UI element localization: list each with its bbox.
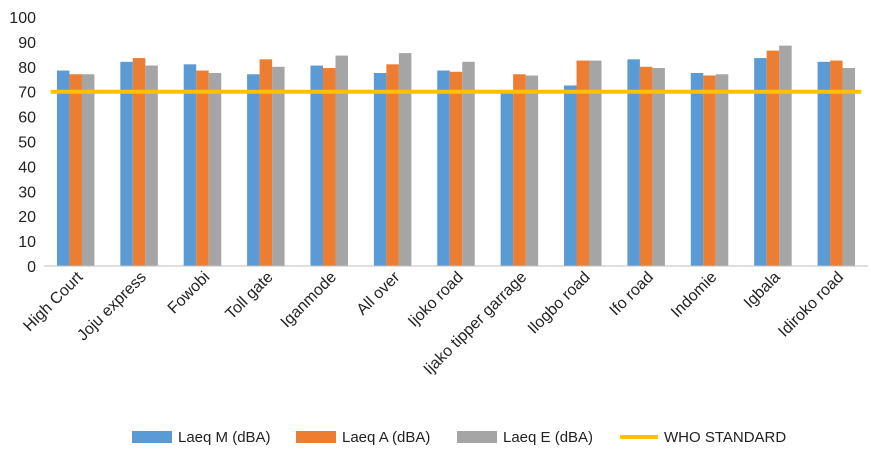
bar-1-10: [627, 59, 640, 266]
y-tick-label: 100: [9, 10, 36, 27]
bar-1-1: [56, 70, 70, 266]
bar-3-5: [335, 55, 348, 266]
x-tick-label: Ifo road: [607, 269, 657, 319]
bar-2-1: [69, 74, 82, 267]
x-tick-label: Idiroko road: [775, 269, 847, 341]
bar-1-13: [817, 61, 831, 266]
legend-item-who-standard: WHO STANDARD: [620, 429, 786, 446]
bar-3-10: [652, 68, 665, 266]
bar-1-11: [690, 73, 704, 267]
x-tick-label: Fowobi: [165, 269, 213, 317]
bar-3-4: [272, 66, 285, 266]
bar-1-3: [183, 64, 197, 266]
x-tick-label: Iganmode: [278, 269, 340, 331]
x-tick-label: High Court: [20, 268, 86, 334]
bar-2-3: [196, 70, 209, 266]
bar-1-9: [564, 85, 577, 266]
bar-1-6: [373, 73, 387, 267]
bar-3-8: [525, 75, 539, 266]
bar-3-12: [779, 45, 792, 267]
bar-2-13: [830, 60, 843, 267]
x-tick-label: Igbala: [741, 269, 784, 312]
x-tick-label: Indomie: [668, 269, 720, 321]
bar-2-8: [513, 74, 526, 267]
bar-1-2: [120, 61, 133, 266]
legend-label: Laeq E (dBA): [503, 429, 593, 446]
y-tick-label: 90: [18, 35, 36, 52]
bar-3-2: [145, 65, 158, 267]
bar-3-7: [462, 61, 475, 266]
legend-label: Laeq M (dBA): [178, 429, 271, 446]
bar-2-7: [449, 71, 463, 266]
bar-2-6: [386, 64, 399, 266]
bar-2-5: [322, 68, 336, 266]
y-axis: 0 10 20 30 40 50 60 70 80 90 100: [9, 10, 36, 276]
legend-item-laeq-a: Laeq A (dBA): [296, 429, 430, 446]
y-tick-label: 50: [18, 135, 36, 152]
legend-swatch: [296, 431, 336, 443]
y-tick-label: 60: [18, 110, 36, 127]
y-tick-label: 30: [18, 184, 36, 201]
bar-1-12: [754, 58, 767, 267]
bar-3-11: [715, 74, 729, 267]
bar-2-4: [259, 59, 273, 266]
x-tick-label: Ilogbo road: [525, 269, 594, 338]
y-tick-label: 10: [18, 234, 36, 251]
y-tick-label: 20: [18, 209, 36, 226]
bar-1-8: [500, 92, 514, 266]
bar-3-1: [81, 74, 95, 267]
x-tick-label: All over: [354, 268, 404, 318]
bar-1-5: [310, 65, 323, 267]
legend-swatch: [457, 431, 497, 443]
bar-2-2: [132, 58, 146, 267]
legend-item-laeq-e: Laeq E (dBA): [457, 429, 593, 446]
bar-3-13: [842, 68, 856, 266]
bar-1-4: [247, 74, 260, 267]
bar-2-10: [639, 66, 653, 266]
y-tick-label: 40: [18, 159, 36, 176]
bar-1-7: [437, 70, 450, 266]
x-tick-label: Ijoko road: [405, 269, 467, 331]
bar-2-9: [576, 60, 590, 267]
legend-swatch: [132, 431, 172, 443]
bar-2-11: [703, 75, 716, 266]
bar-3-6: [398, 53, 412, 267]
x-tick-label: Toll gate: [223, 269, 277, 323]
y-tick-label: 80: [18, 60, 36, 77]
bar-2-12: [766, 50, 780, 266]
y-tick-label: 70: [18, 85, 36, 102]
legend-label: Laeq A (dBA): [342, 429, 430, 446]
legend: Laeq M (dBA) Laeq A (dBA) Laeq E (dBA) WHO …: [132, 429, 786, 446]
bar-3-3: [208, 73, 222, 267]
bar-3-9: [589, 60, 602, 267]
y-tick-label: 0: [27, 259, 36, 276]
legend-label: WHO STANDARD: [664, 429, 786, 446]
legend-item-laeq-m: Laeq M (dBA): [132, 429, 271, 446]
bars: [56, 45, 856, 267]
